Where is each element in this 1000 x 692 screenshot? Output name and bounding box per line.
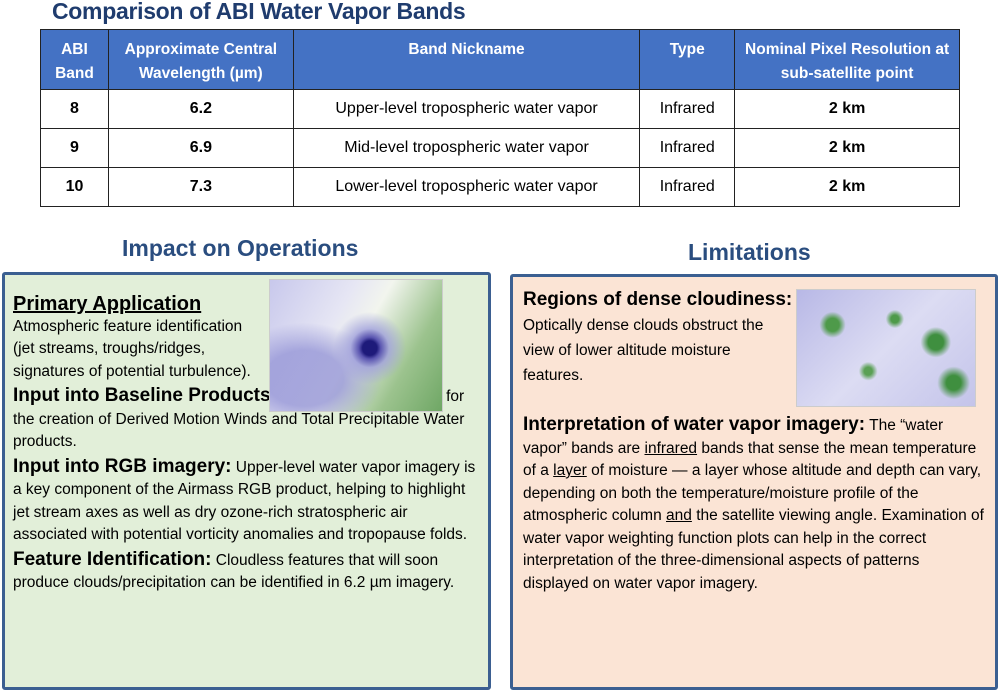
- interp-text: and: [666, 507, 692, 524]
- header-cell: Band Nickname: [292, 29, 641, 90]
- dense-text: Optically dense clouds obstruct the view…: [523, 317, 764, 384]
- cell: 6.2: [107, 89, 294, 129]
- primary-application-text: Atmospheric feature identification (jet …: [13, 317, 251, 380]
- cell: 8: [40, 89, 109, 129]
- table-row: 8 6.2 Upper-level tropospheric water vap…: [40, 89, 960, 129]
- interp-text: infrared: [644, 439, 698, 457]
- header-cell: Type: [639, 29, 736, 90]
- cell: 6.9: [107, 128, 294, 168]
- feature-title: Feature Identification:: [13, 548, 212, 570]
- bands-table: ABI Band Approximate Central Wavelength …: [40, 29, 960, 207]
- table-row: 9 6.9 Mid-level tropospheric water vapor…: [40, 128, 960, 168]
- header-cell: Approximate Central Wavelength (µm): [107, 29, 294, 90]
- cell: 9: [40, 128, 109, 168]
- cell: Infrared: [639, 89, 736, 129]
- interp-text: The “water vapor” bands are: [523, 417, 944, 457]
- page-title: Comparison of ABI Water Vapor Bands: [52, 0, 466, 24]
- cell: 7.3: [107, 167, 294, 207]
- rgb-title: Input into RGB imagery:: [13, 455, 232, 477]
- header-cell: ABI Band: [40, 29, 109, 90]
- feature-text: Cloudless features that will soon produc…: [13, 551, 455, 592]
- dense-cloud-image: [796, 289, 976, 407]
- cell: Infrared: [639, 167, 736, 207]
- cell: 2 km: [734, 89, 960, 129]
- impact-panel: Primary Application Atmospheric feature …: [2, 272, 491, 690]
- cell: 10: [40, 167, 109, 207]
- cell: 2 km: [734, 167, 960, 207]
- table-row: 10 7.3 Lower-level tropospheric water va…: [40, 167, 960, 207]
- header-cell: Nominal Pixel Resolution at sub-satellit…: [734, 29, 960, 90]
- limitations-panel: Regions of dense cloudiness: Optically d…: [510, 274, 998, 690]
- interp-text: the satellite viewing angle. Examination…: [523, 507, 984, 592]
- cell: Upper-level tropospheric water vapor: [292, 89, 641, 129]
- water-vapor-cyclone-image: [269, 279, 443, 412]
- cell: Infrared: [639, 128, 736, 168]
- interp-text: of moisture — a layer whose altitude and…: [523, 462, 982, 524]
- interp-text: bands that sense the mean temperature of…: [523, 439, 977, 480]
- cell: Lower-level tropospheric water vapor: [292, 167, 641, 207]
- limitations-heading: Limitations: [688, 239, 811, 265]
- impact-heading: Impact on Operations: [122, 235, 359, 261]
- primary-application-title: Primary Application: [13, 293, 202, 315]
- baseline-title: Input into Baseline Products:: [13, 385, 277, 406]
- cell: Mid-level tropospheric water vapor: [292, 128, 641, 168]
- interp-title: Interpretation of water vapor imagery:: [523, 414, 866, 435]
- cell: 2 km: [734, 128, 960, 168]
- rgb-text: Upper-level water vapor imagery is a key…: [13, 458, 476, 544]
- interp-text: layer: [553, 462, 587, 479]
- table-header: ABI Band Approximate Central Wavelength …: [40, 29, 960, 90]
- dense-title: Regions of dense cloudiness:: [523, 289, 793, 310]
